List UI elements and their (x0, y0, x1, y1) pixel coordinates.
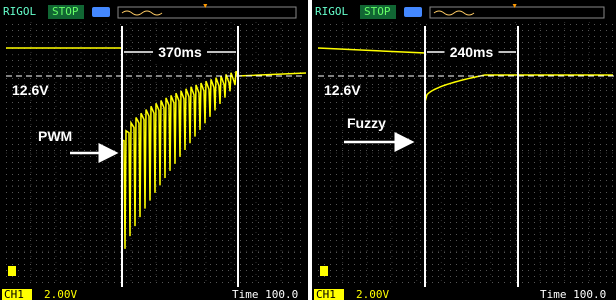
scale-label: 2.00V (356, 288, 389, 300)
level-label: 12.6V (12, 82, 49, 98)
method-label: Fuzzy (347, 115, 386, 131)
battery-icon (92, 7, 110, 17)
scope-panel: RIGOL STOP 370ms 12.6V PWM CH1 2.00V Time 100.0 (0, 0, 308, 300)
time-label: Time 100.0 (540, 288, 606, 300)
interval-label: 370ms (158, 44, 202, 60)
oscilloscope-figure: RIGOL STOP 370ms 12.6V PWM CH1 2.00V Time 100.0… (0, 0, 616, 300)
scale-label: 2.00V (44, 288, 77, 300)
channel-label: CH1 (4, 288, 24, 300)
level-label: 12.6V (324, 82, 361, 98)
status-label: STOP (52, 5, 79, 18)
marker-one (8, 266, 16, 276)
scope-panel: RIGOL STOP 240ms 12.6V Fuzzy CH1 2.00V Time 100… (312, 0, 616, 300)
brand-label: RIGOL (315, 5, 348, 18)
method-label: PWM (38, 128, 72, 144)
status-label: STOP (364, 5, 391, 18)
interval-label: 240ms (450, 44, 494, 60)
channel-label: CH1 (316, 288, 336, 300)
battery-icon (404, 7, 422, 17)
brand-label: RIGOL (3, 5, 36, 18)
marker-one (320, 266, 328, 276)
time-label: Time 100.0 (232, 288, 298, 300)
